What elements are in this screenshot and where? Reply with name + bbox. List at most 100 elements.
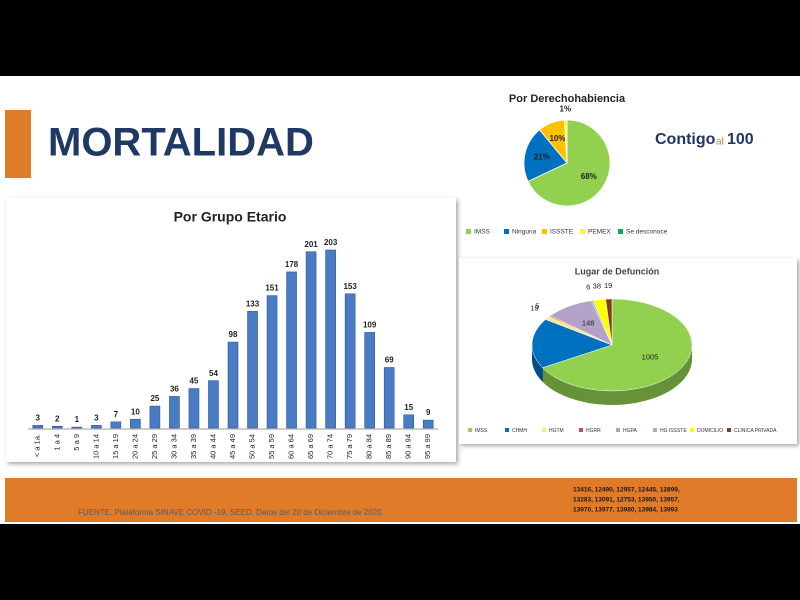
data-label: 133	[246, 299, 260, 308]
pie-slice	[527, 119, 611, 207]
data-label: 36	[170, 385, 179, 394]
legend-swatch	[542, 229, 547, 234]
x-tick-label: 65 a 69	[306, 434, 315, 459]
bar	[130, 418, 141, 429]
legend-swatch	[505, 428, 509, 432]
bar	[364, 332, 375, 429]
pie-slice	[531, 319, 613, 369]
data-label: 6	[586, 283, 590, 292]
logo-word: Contigo	[655, 131, 716, 148]
legend-label: HG ISSSTE	[660, 428, 687, 434]
legend-label: HGPA	[623, 428, 637, 434]
bar	[422, 419, 434, 429]
bar	[325, 249, 336, 429]
legend-swatch	[579, 428, 583, 432]
legend-label: IMSS	[474, 229, 491, 236]
x-tick-label: < a 1a.	[33, 434, 42, 457]
data-label: 7	[114, 410, 119, 419]
bar	[305, 251, 317, 429]
data-label: 109	[363, 321, 377, 330]
folio-line: 13283, 13091, 12753, 13950, 13957,	[573, 497, 680, 504]
legend-swatch	[618, 229, 623, 234]
legend-label: Se desconoce	[626, 229, 668, 236]
x-tick-label: 5 a 9	[72, 434, 81, 451]
bar	[169, 396, 180, 429]
legend-swatch	[580, 229, 585, 234]
x-tick-label: 30 a 34	[169, 434, 178, 459]
x-tick-label: 95 a 99	[423, 434, 432, 459]
data-label: 45	[189, 377, 198, 386]
data-label: 153	[343, 282, 357, 291]
bar	[286, 271, 297, 429]
chart-title: Lugar de Defunción	[575, 266, 660, 276]
data-label: 1	[75, 415, 80, 424]
bar	[266, 295, 278, 429]
legend-swatch	[504, 229, 509, 234]
legend-swatch	[616, 428, 620, 432]
data-label: 19	[530, 303, 538, 312]
data-label: 5	[535, 301, 539, 310]
data-label: 2	[55, 414, 60, 423]
x-tick-label: 75 a 79	[345, 434, 354, 459]
data-label: 3	[94, 413, 99, 422]
data-label: 54	[209, 369, 218, 378]
data-label: 15	[404, 403, 413, 412]
bar	[227, 341, 239, 429]
x-tick-label: 35 a 39	[189, 434, 198, 459]
bar	[247, 311, 258, 429]
x-tick-label: 85 a 89	[384, 434, 393, 459]
data-label: 21%	[534, 152, 550, 161]
bar	[403, 414, 415, 429]
bar	[344, 293, 356, 429]
bar	[71, 426, 83, 429]
legend-swatch	[690, 428, 694, 432]
bar	[208, 380, 219, 429]
legend-label: HGTM	[549, 428, 564, 434]
x-tick-label: 25 a 29	[150, 434, 159, 459]
x-tick-label: 45 a 49	[228, 434, 237, 459]
bar	[383, 367, 395, 429]
data-label: 38	[593, 281, 601, 290]
data-label: 203	[324, 238, 338, 247]
bar	[91, 425, 102, 429]
bar	[51, 425, 63, 429]
legend-label: DOMICILIO	[697, 428, 723, 434]
slide-title: MORTALIDAD	[48, 121, 314, 165]
data-label: 148	[582, 319, 595, 328]
bar	[149, 405, 161, 429]
folio-line: 13970, 13977, 13980, 13984, 13993	[573, 507, 678, 514]
folio-line: 13416, 12490, 12957, 12445, 12899,	[573, 487, 680, 494]
data-label: 151	[265, 284, 279, 293]
legend-label: Ninguna	[512, 229, 537, 236]
pie-slice	[523, 129, 568, 182]
bar	[188, 388, 200, 429]
x-tick-label: 20 a 24	[130, 434, 139, 459]
bar	[110, 421, 122, 429]
data-label: 10%	[549, 134, 565, 143]
legend-label: HGRR	[586, 428, 601, 434]
x-tick-label: 55 a 59	[267, 434, 276, 459]
data-label: 9	[426, 408, 431, 417]
legend-label: CHMH	[512, 428, 527, 434]
legend-swatch	[653, 428, 657, 432]
x-tick-label: 50 a 54	[248, 434, 257, 459]
data-label: 69	[385, 356, 394, 365]
legend-label: IMSS	[475, 428, 488, 434]
legend-swatch	[466, 229, 471, 234]
bar	[32, 425, 44, 429]
x-tick-label: 60 a 64	[287, 434, 296, 459]
x-tick-label: 1 a 4	[52, 434, 61, 451]
data-label: 68%	[581, 172, 597, 181]
x-tick-label: 40 a 44	[208, 434, 217, 459]
data-label: 98	[229, 330, 238, 339]
x-tick-label: 15 a 19	[111, 434, 120, 459]
logo-word: 100	[727, 131, 754, 148]
x-tick-label: 90 a 94	[404, 434, 413, 459]
pie-slice	[563, 119, 568, 164]
chart-title: Por Grupo Etario	[174, 209, 287, 225]
data-label: 178	[285, 260, 299, 269]
logo-word: al	[716, 137, 724, 148]
data-label: 201	[304, 240, 318, 249]
